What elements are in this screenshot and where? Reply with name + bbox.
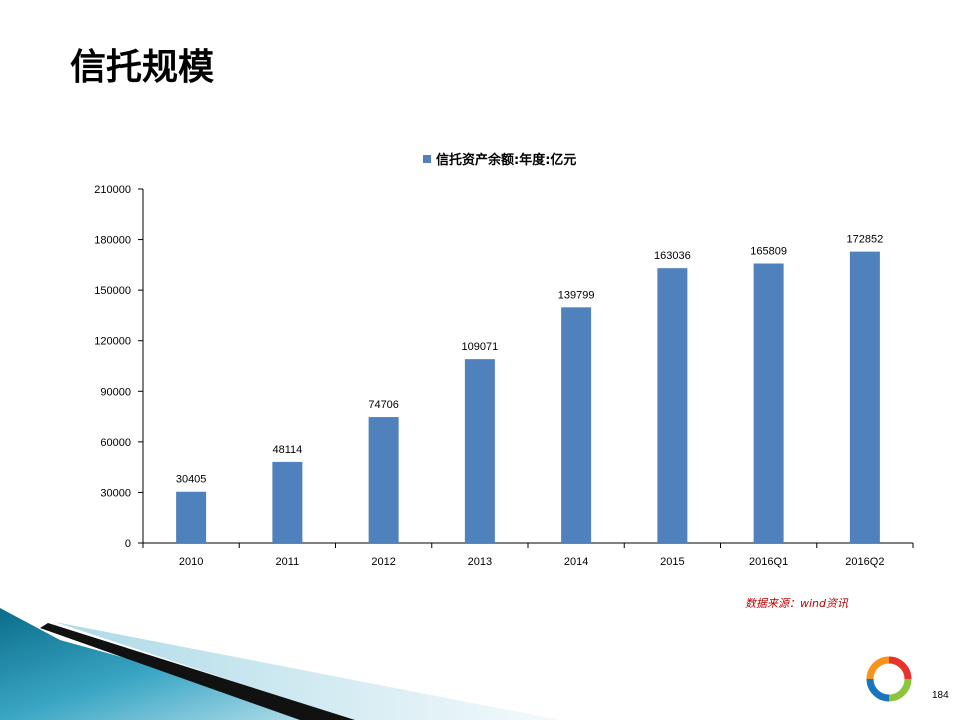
page-number: 184 <box>932 690 949 701</box>
data-label: 74706 <box>368 399 399 411</box>
y-tick-label: 210000 <box>94 184 131 196</box>
bar <box>272 461 303 543</box>
x-tick-label: 2012 <box>371 556 395 568</box>
bar <box>368 417 399 543</box>
y-tick-label: 0 <box>125 538 131 550</box>
slide-title: 信托规模 <box>70 47 215 88</box>
legend-label: 信托资产余额:年度:亿元 <box>436 152 576 168</box>
y-tick-label: 60000 <box>100 437 131 449</box>
bar <box>657 268 688 543</box>
y-tick-label: 120000 <box>94 336 131 348</box>
bar <box>561 307 592 543</box>
data-label: 172852 <box>847 234 884 246</box>
y-tick-label: 30000 <box>100 487 131 499</box>
data-label: 109071 <box>462 341 499 353</box>
data-label: 165809 <box>750 245 787 257</box>
x-tick-label: 2010 <box>179 556 203 568</box>
x-tick-label: 2014 <box>564 556 588 568</box>
x-tick-label: 2011 <box>276 556 300 568</box>
bar <box>849 251 880 543</box>
company-logo <box>866 656 912 702</box>
x-tick-label: 2015 <box>660 556 684 568</box>
bar <box>176 491 207 543</box>
data-label: 30405 <box>176 474 207 486</box>
y-tick-label: 180000 <box>94 235 131 247</box>
legend-swatch <box>423 155 431 163</box>
data-label: 163036 <box>654 250 691 262</box>
y-tick-label: 90000 <box>100 386 131 398</box>
source-note: 数据来源：wind资讯 <box>745 597 849 610</box>
y-tick-label: 150000 <box>94 285 131 297</box>
x-tick-label: 2013 <box>468 556 492 568</box>
data-label: 139799 <box>558 289 595 301</box>
data-label: 48114 <box>272 444 302 456</box>
x-tick-label: 2016Q2 <box>845 556 884 568</box>
x-tick-label: 2016Q1 <box>749 556 788 568</box>
bar <box>464 359 495 543</box>
bar <box>753 263 784 543</box>
